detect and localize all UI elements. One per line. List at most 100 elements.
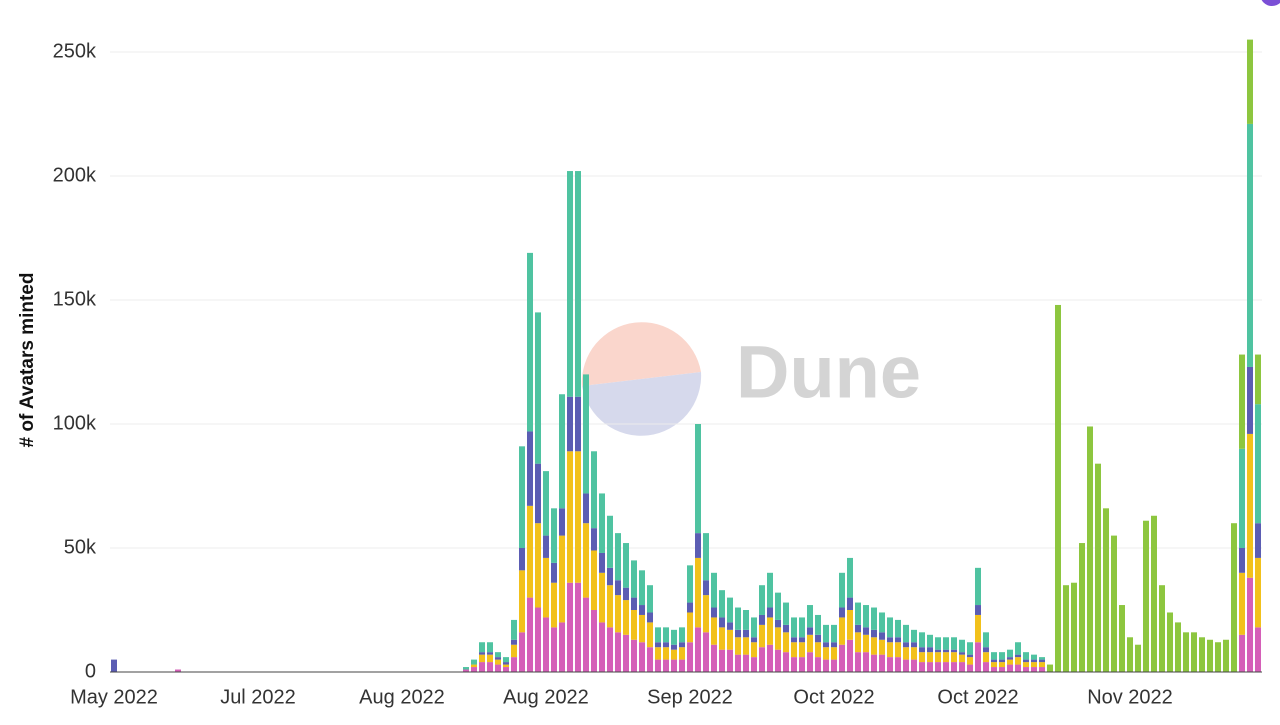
y-tick-label: 150k bbox=[53, 288, 97, 310]
bar-segment bbox=[911, 647, 917, 660]
bar-segment bbox=[1039, 659, 1045, 663]
bar-segment bbox=[471, 659, 477, 665]
bar-segment bbox=[735, 607, 741, 630]
bar-segment bbox=[767, 644, 773, 672]
bar-segment bbox=[679, 627, 685, 643]
bar-segment bbox=[599, 493, 605, 553]
bar-segment bbox=[983, 647, 989, 653]
bar-segment bbox=[1135, 644, 1141, 672]
bar-segment bbox=[991, 667, 997, 672]
bar-segment bbox=[1023, 659, 1029, 663]
bar-segment bbox=[535, 523, 541, 608]
bar-segment bbox=[1015, 642, 1021, 655]
bar-segment bbox=[647, 585, 653, 613]
bar-segment bbox=[631, 560, 637, 598]
bar-segment bbox=[687, 612, 693, 643]
bar-segment bbox=[1247, 123, 1253, 367]
bar-segment bbox=[615, 533, 621, 581]
bar-segment bbox=[663, 659, 669, 672]
bar-segment bbox=[687, 602, 693, 613]
bar-segment bbox=[719, 617, 725, 628]
bar-segment bbox=[1255, 404, 1261, 524]
bar-segment bbox=[823, 624, 829, 643]
bar-segment bbox=[599, 572, 605, 623]
bar-segment bbox=[567, 582, 573, 672]
bar-segment bbox=[671, 644, 677, 650]
bar-segment bbox=[863, 605, 869, 628]
bar-segment bbox=[1039, 662, 1045, 668]
bar-segment bbox=[671, 659, 677, 672]
bar-segment bbox=[1031, 667, 1037, 672]
bar-segment bbox=[575, 582, 581, 672]
bar-segment bbox=[839, 572, 845, 608]
bar-segment bbox=[1095, 463, 1101, 672]
bar-segment bbox=[935, 652, 941, 663]
bar-segment bbox=[879, 632, 885, 640]
bar-segment bbox=[671, 629, 677, 645]
bar-segment bbox=[495, 659, 501, 665]
bar-segment bbox=[855, 624, 861, 633]
bar-segment bbox=[551, 627, 557, 672]
bar-segment bbox=[559, 508, 565, 536]
x-tick-label: Jul 2022 bbox=[220, 686, 296, 708]
bar-segment bbox=[575, 451, 581, 583]
bar-segment bbox=[527, 597, 533, 672]
bar-segment bbox=[903, 647, 909, 660]
bar-segment bbox=[935, 662, 941, 672]
bar-segment bbox=[1055, 304, 1061, 672]
bar-segment bbox=[711, 607, 717, 618]
bar-segment bbox=[1015, 654, 1021, 658]
bar-segment bbox=[703, 595, 709, 633]
bar-segment bbox=[799, 657, 805, 672]
bar-segment bbox=[1063, 585, 1069, 672]
bar-segment bbox=[975, 614, 981, 643]
bar-segment bbox=[615, 632, 621, 672]
y-axis-label: # of Avatars minted bbox=[17, 273, 38, 448]
x-tick-label: May 2022 bbox=[70, 686, 158, 708]
bar-segment bbox=[599, 622, 605, 672]
bar-segment bbox=[831, 647, 837, 660]
bar-segment bbox=[839, 644, 845, 672]
bar-segment bbox=[479, 642, 485, 653]
bar-segment bbox=[543, 471, 549, 536]
bar-segment bbox=[511, 657, 517, 672]
bar-segment bbox=[943, 649, 949, 653]
bar-segment bbox=[887, 617, 893, 638]
bar-segment bbox=[1247, 39, 1253, 124]
bar-segment bbox=[591, 528, 597, 551]
bar-segment bbox=[703, 632, 709, 672]
bar-segment bbox=[687, 642, 693, 672]
bar-segment bbox=[551, 582, 557, 628]
bar-segment bbox=[735, 637, 741, 655]
bar-segment bbox=[1143, 520, 1149, 672]
bar-segment bbox=[583, 493, 589, 524]
bar-segment bbox=[567, 171, 573, 397]
bar-segment bbox=[1119, 605, 1125, 672]
bar-segment bbox=[983, 652, 989, 663]
bar-segment bbox=[855, 652, 861, 672]
bar-segment bbox=[639, 614, 645, 643]
bar-segment bbox=[815, 642, 821, 658]
bar-segment bbox=[503, 657, 509, 663]
bar-segment bbox=[1239, 448, 1245, 548]
bar-segment bbox=[631, 597, 637, 610]
bar-segment bbox=[911, 642, 917, 648]
bar-segment bbox=[1039, 667, 1045, 672]
bar-segment bbox=[1183, 632, 1189, 672]
y-tick-label: 50k bbox=[64, 536, 97, 558]
bar-segment bbox=[655, 647, 661, 660]
bar-segment bbox=[1151, 515, 1157, 672]
bar-segment bbox=[463, 667, 469, 670]
bar-segment bbox=[999, 667, 1005, 672]
bar-segment bbox=[1015, 664, 1021, 672]
bar-segment bbox=[711, 572, 717, 608]
bar-segment bbox=[551, 508, 557, 563]
bar-segment bbox=[623, 543, 629, 588]
y-tick-label: 250k bbox=[53, 40, 97, 62]
bar-segment bbox=[1031, 662, 1037, 668]
bar-segment bbox=[839, 607, 845, 618]
bar-segment bbox=[631, 639, 637, 672]
bar-segment bbox=[607, 567, 613, 586]
bar-segment bbox=[815, 634, 821, 643]
bar-segment bbox=[935, 637, 941, 650]
